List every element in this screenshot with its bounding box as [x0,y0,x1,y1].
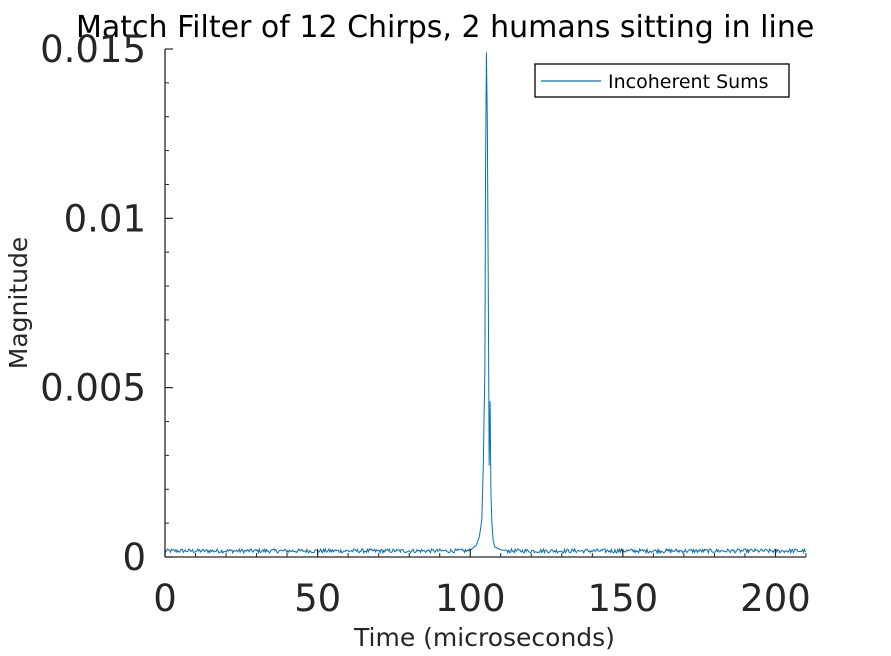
x-tick-label: 50 [294,577,341,620]
x-tick-label: 200 [740,577,811,620]
y-tick-label: 0.005 [40,367,146,410]
y-axis-label: Magnitude [4,237,33,369]
y-axis-ticks: 0 0.005 0.01 0.015 [40,28,173,579]
y-tick-label: 0.015 [40,28,146,71]
x-tick-label: 150 [588,577,659,620]
x-tick-label: 0 [153,577,177,620]
plot-area: 0 50 100 150 200 0 0.005 0.01 0.015 [40,28,811,620]
axes [164,49,806,558]
legend-entry-label: Incoherent Sums [608,71,769,93]
x-axis-label: Time (microseconds) [353,623,615,652]
y-tick-label: 0 [122,536,146,579]
x-axis-ticks: 0 50 100 150 200 [153,549,811,620]
y-tick-label: 0.01 [64,197,146,240]
legend: Incoherent Sums [534,63,790,98]
series-line-incoherent-sums [164,52,806,555]
chart-title: Match Filter of 12 Chirps, 2 humans sitt… [76,10,814,45]
x-tick-label: 100 [435,577,506,620]
